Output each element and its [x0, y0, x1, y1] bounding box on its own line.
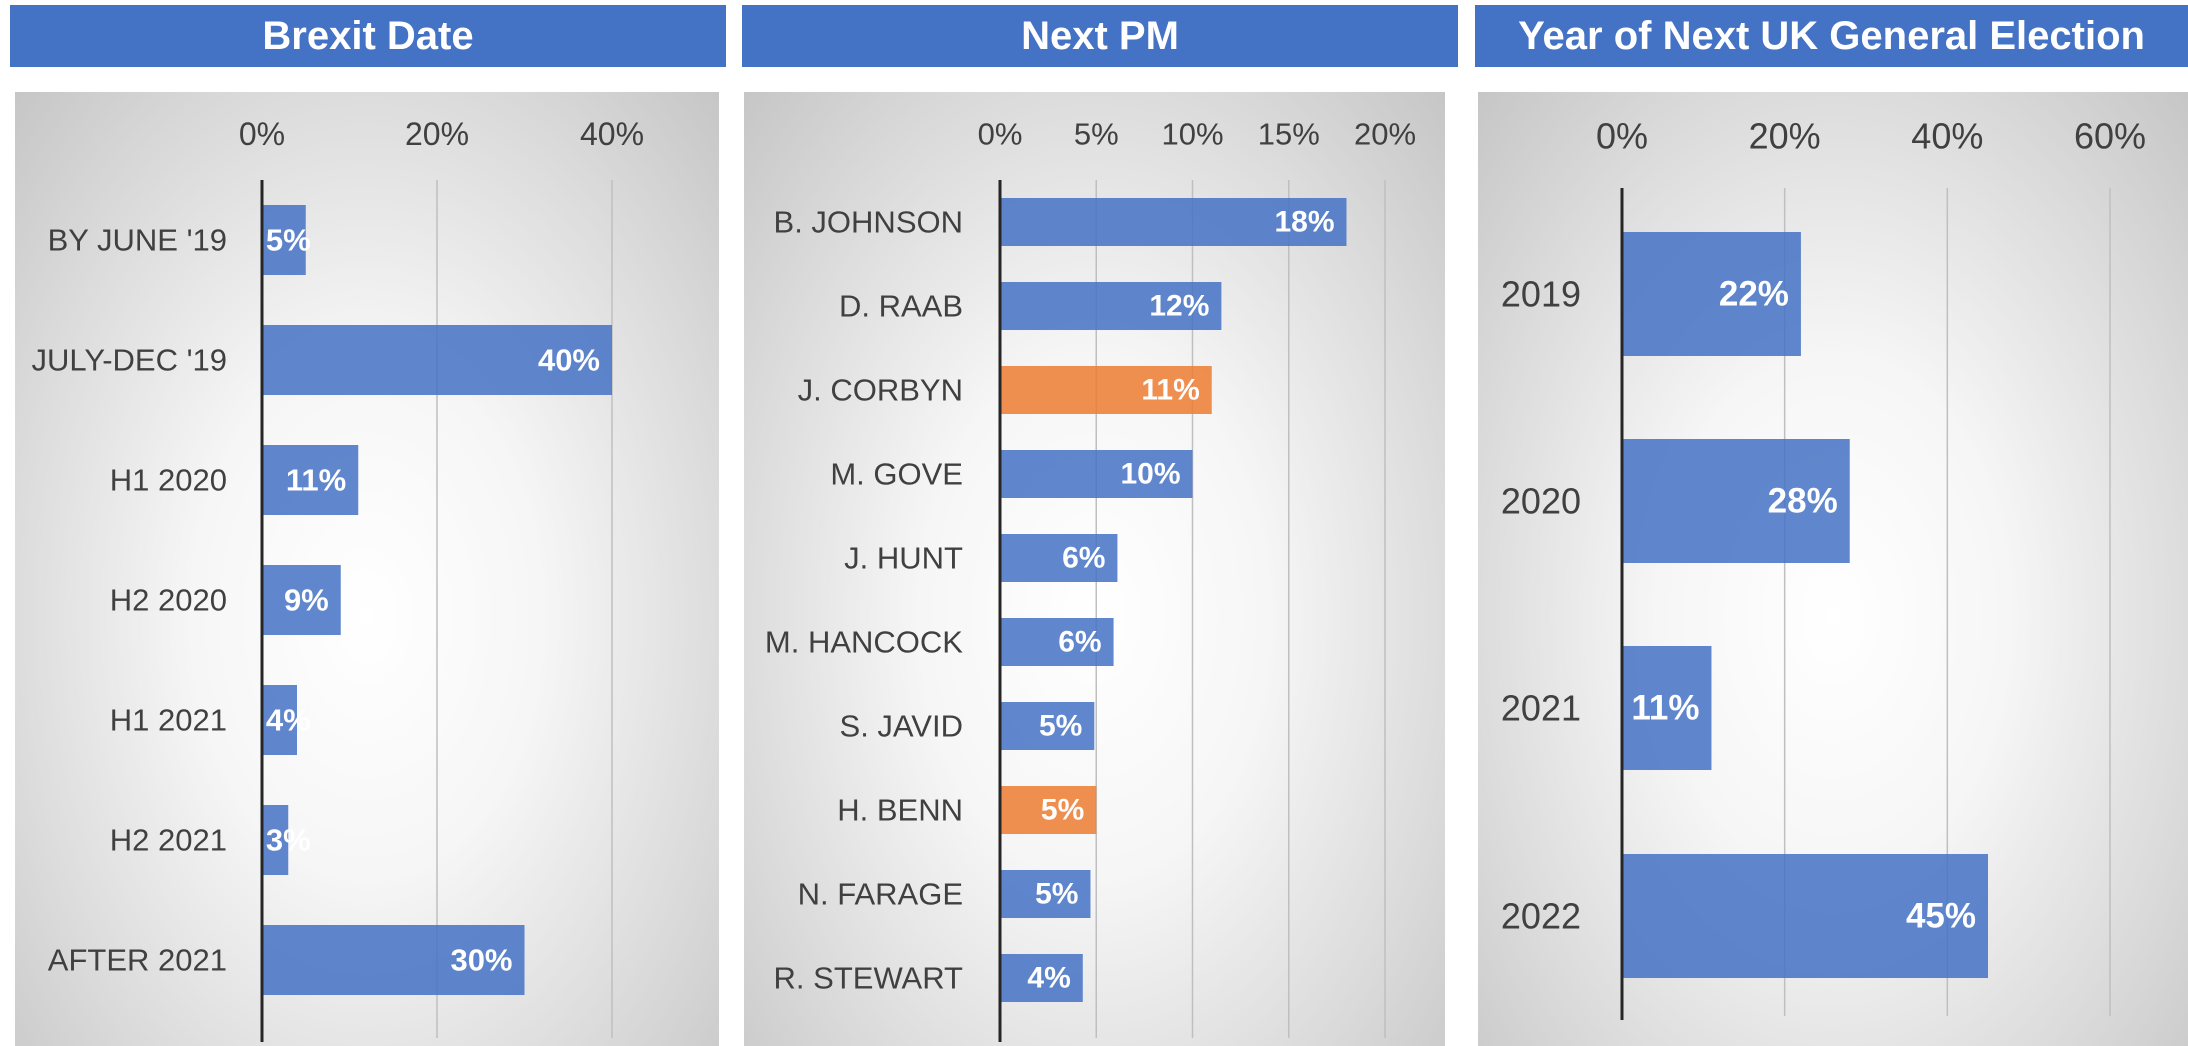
bar [1622, 232, 1801, 356]
chart-area: 0% 5% 10% 15% 20% B. JOHNSON 18% D. RAAB 12% J. C… [744, 92, 1445, 1046]
category-label: H1 2021 [110, 703, 227, 738]
bar [262, 685, 297, 755]
category-label: J. CORBYN [798, 373, 963, 408]
bar-chart-next-election: 0% 20% 40% 60% 2019 22% 2020 28% 2021 11% 2022 45% [1501, 116, 2146, 1020]
x-tick-label: 5% [1074, 117, 1119, 152]
data-label: 6% [1058, 626, 1101, 659]
chart-area: 0%20%40%60%BY JUNE '195%JULY-DEC '1940%H… [15, 92, 719, 1046]
category-label: 2019 [1501, 274, 1581, 315]
data-label: 10% [1120, 458, 1180, 491]
data-label: 5% [1039, 710, 1082, 743]
category-label: B. JOHNSON [774, 205, 963, 240]
x-tick-label: 10% [1161, 117, 1223, 152]
data-label: 45% [1906, 897, 1976, 936]
bar [262, 325, 612, 395]
data-label: 4% [1027, 962, 1070, 995]
x-tick-label: 20% [1354, 117, 1416, 152]
data-label: 3% [266, 823, 311, 858]
category-label: M. GOVE [830, 457, 963, 492]
x-tick-label: 0% [978, 117, 1023, 152]
x-tick-label: 15% [1258, 117, 1320, 152]
x-tick-label: 0% [1596, 116, 1648, 157]
chart-title: Next PM [742, 5, 1458, 67]
x-tick-label: 20% [1749, 116, 1821, 157]
bar-chart-next-pm: 0% 5% 10% 15% 20% B. JOHNSON 18% D. RAAB 12% J. C… [765, 117, 1416, 1042]
data-label: 5% [1035, 878, 1078, 911]
category-label: J. HUNT [844, 541, 963, 576]
bar [1000, 366, 1212, 414]
bar [1000, 282, 1222, 330]
category-label: AFTER 2021 [48, 943, 227, 978]
chart-title: Year of Next UK General Election [1475, 5, 2188, 67]
data-label: 28% [1768, 482, 1838, 521]
category-label: H. BENN [837, 793, 963, 828]
data-label: 18% [1274, 206, 1334, 239]
data-label: 4% [266, 703, 311, 738]
category-label: S. JAVID [840, 709, 963, 744]
category-label: H2 2021 [110, 823, 227, 858]
bar [1622, 439, 1850, 563]
data-label: 22% [1719, 275, 1789, 314]
bar-chart-brexit-date: 0%20%40%60%BY JUNE '195%JULY-DEC '1940%H… [32, 116, 644, 1042]
data-label: 11% [1631, 689, 1699, 728]
chart-area: 0% 20% 40% 60% 2019 22% 2020 28% 2021 11% 2022 45% [1478, 92, 2188, 1046]
bar [1622, 646, 1712, 770]
bar [1000, 450, 1193, 498]
bar [1622, 854, 1988, 978]
category-label: M. HANCOCK [765, 625, 963, 660]
category-label: N. FARAGE [798, 877, 963, 912]
x-tick-label: 40% [1911, 116, 1983, 157]
bar [1000, 618, 1114, 666]
category-label: JULY-DEC '19 [32, 343, 227, 378]
x-tick-label: 20% [405, 116, 469, 152]
data-label: 12% [1149, 290, 1209, 323]
data-label: 5% [266, 223, 311, 258]
x-tick-label: 60% [2074, 116, 2146, 157]
bar [1000, 534, 1118, 582]
category-label: D. RAAB [839, 289, 963, 324]
category-label: 2020 [1501, 481, 1581, 522]
x-tick-label: 0% [239, 116, 285, 152]
data-label: 11% [286, 463, 346, 498]
category-label: R. STEWART [774, 961, 964, 996]
category-label: H1 2020 [110, 463, 227, 498]
data-label: 5% [1041, 794, 1084, 827]
category-label: BY JUNE '19 [48, 223, 227, 258]
chart-title: Brexit Date [10, 5, 726, 67]
bar [262, 445, 359, 515]
bar [1000, 870, 1091, 918]
bar [1000, 198, 1347, 246]
category-label: 2021 [1501, 688, 1581, 729]
data-label: 30% [450, 943, 512, 978]
bar [262, 805, 289, 875]
bar [262, 565, 341, 635]
data-label: 9% [284, 583, 329, 618]
data-label: 11% [1141, 374, 1199, 407]
bar [1000, 786, 1097, 834]
bar [1000, 954, 1083, 1002]
data-label: 40% [538, 343, 600, 378]
bar [262, 205, 306, 275]
category-label: H2 2020 [110, 583, 227, 618]
data-label: 6% [1062, 542, 1105, 575]
category-label: 2022 [1501, 896, 1581, 937]
bar [1000, 702, 1095, 750]
bar [262, 925, 525, 995]
x-tick-label: 40% [580, 116, 644, 152]
